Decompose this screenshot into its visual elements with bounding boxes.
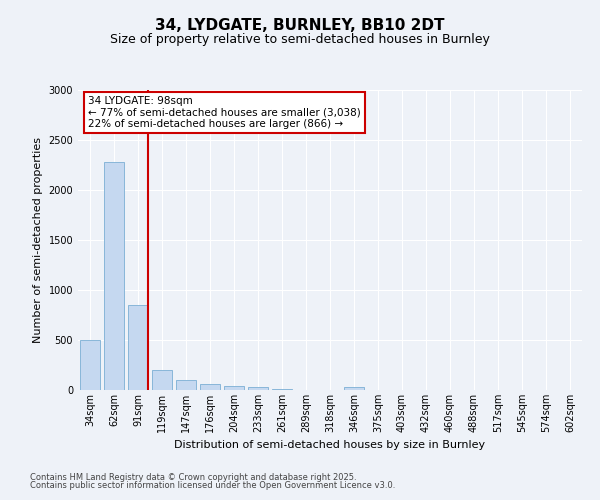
Bar xyxy=(248,387,268,390)
Bar xyxy=(152,370,172,390)
Text: 34, LYDGATE, BURNLEY, BB10 2DT: 34, LYDGATE, BURNLEY, BB10 2DT xyxy=(155,18,445,32)
Bar xyxy=(200,384,220,390)
Bar xyxy=(104,162,124,390)
Bar xyxy=(272,388,292,390)
Text: Contains HM Land Registry data © Crown copyright and database right 2025.: Contains HM Land Registry data © Crown c… xyxy=(30,473,356,482)
Bar xyxy=(80,340,100,390)
Bar xyxy=(176,380,196,390)
Text: 34 LYDGATE: 98sqm
← 77% of semi-detached houses are smaller (3,038)
22% of semi-: 34 LYDGATE: 98sqm ← 77% of semi-detached… xyxy=(88,96,361,129)
X-axis label: Distribution of semi-detached houses by size in Burnley: Distribution of semi-detached houses by … xyxy=(175,440,485,450)
Text: Size of property relative to semi-detached houses in Burnley: Size of property relative to semi-detach… xyxy=(110,32,490,46)
Bar xyxy=(128,305,148,390)
Y-axis label: Number of semi-detached properties: Number of semi-detached properties xyxy=(33,137,43,343)
Bar xyxy=(224,386,244,390)
Text: Contains public sector information licensed under the Open Government Licence v3: Contains public sector information licen… xyxy=(30,480,395,490)
Bar xyxy=(344,387,364,390)
